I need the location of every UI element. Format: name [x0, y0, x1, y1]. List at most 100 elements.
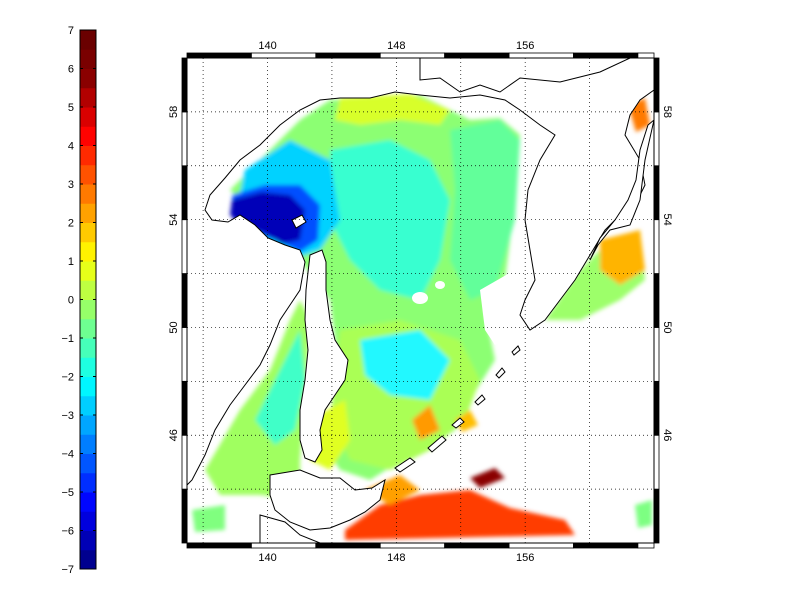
frame-segment [181, 380, 188, 436]
frame-segment [653, 111, 660, 167]
colorbar-block [80, 107, 96, 127]
colorbar-block [80, 203, 96, 223]
land-kuril-4 [474, 394, 486, 406]
colorbar-block [80, 299, 96, 320]
frame-segment [181, 111, 188, 167]
frame-segment [444, 542, 510, 549]
land-kuril-6 [511, 345, 521, 356]
colorbar-label: 4 [68, 141, 74, 153]
left-latitude-label: 50 [168, 321, 180, 333]
frame-segment [251, 542, 317, 549]
frame-segment [181, 434, 188, 490]
frame-segment [653, 327, 660, 382]
land-asia-mainland [187, 58, 654, 486]
left-latitude-label: 54 [168, 214, 180, 226]
frame-segment [251, 52, 317, 59]
anomaly-region-pacific-hot [345, 490, 575, 540]
land-sakhalin [299, 249, 349, 463]
colorbar-label: −4 [61, 449, 74, 461]
frame-segment [181, 219, 188, 274]
frame-segment [637, 52, 655, 59]
colorbar-block [80, 376, 96, 397]
colorbar-block [80, 511, 96, 531]
colorbar-block [80, 184, 96, 204]
frame-segment [315, 542, 381, 549]
frame-segment [379, 52, 446, 59]
map-frame [181, 52, 660, 549]
frame-segment [315, 52, 381, 59]
anomaly-region-east-green [450, 120, 520, 300]
map-tick-labels: 140 140 148 148 156 156 46 46 50 50 54 54 58 58 [168, 40, 673, 564]
frame-segment [637, 542, 655, 549]
colorbar-block [80, 434, 96, 454]
anomaly-region-south-cyan [360, 330, 450, 400]
colorbar-block [80, 530, 96, 551]
colorbar-block [80, 222, 96, 243]
frame-segment [181, 327, 188, 382]
anomaly-region-japan-sea-cyan [255, 330, 305, 445]
land-kuril-2 [427, 435, 447, 453]
frame-segment [573, 52, 639, 59]
frame-segment [508, 542, 574, 549]
colorbar-block [80, 453, 96, 474]
colorbar-label: −1 [61, 333, 74, 345]
colorbar-block [80, 492, 96, 512]
data-field [187, 58, 654, 543]
graticule [187, 58, 654, 543]
colorbar-block [80, 241, 96, 262]
colorbar-ticks: 7 6 5 4 3 2 1 0 −1 −2 −3 −4 −5 −6 −7 [61, 25, 96, 576]
frame-segment [181, 273, 188, 328]
land-shantar [291, 214, 307, 229]
colorbar-label: 1 [68, 256, 74, 268]
bottom-longitude-label: 148 [387, 552, 405, 564]
anomaly-region-kamchatka-orange [600, 230, 645, 285]
colorbar-block [80, 280, 96, 300]
land [187, 58, 654, 543]
colorbar-block [80, 261, 96, 281]
top-longitude-label: 148 [387, 40, 405, 52]
frame-segment [653, 219, 660, 274]
colorbar-block [80, 395, 96, 416]
colorbar-block [80, 472, 96, 493]
colorbar-block [80, 145, 96, 166]
frame-segment [653, 165, 660, 221]
colorbar-block [80, 357, 96, 377]
left-latitude-label: 46 [168, 429, 180, 441]
frame-segment [379, 542, 446, 549]
land-honshu [259, 514, 321, 543]
land-kuril-5 [495, 367, 506, 379]
frame-segment [181, 57, 188, 113]
frame-segment [653, 273, 660, 328]
frame-segment [508, 52, 574, 59]
colorbar-label: 3 [68, 179, 74, 191]
colorbar-block [80, 68, 96, 89]
anomaly-region-north-yellow [335, 94, 450, 125]
map-panel: 140 140 148 148 156 156 46 46 50 50 54 54 58 58 [168, 40, 673, 564]
frame-segment [181, 165, 188, 221]
land-kamchatka [589, 119, 654, 261]
colorbar-label: −5 [61, 487, 74, 499]
anomaly-region-central-cyan [330, 140, 450, 300]
anomaly-region-pacific-darkred [470, 468, 505, 488]
colorbar-label: 7 [68, 25, 74, 37]
colorbar: 7 6 5 4 3 2 1 0 −1 −2 −3 −4 −5 −6 −7 [61, 25, 97, 576]
bottom-longitude-label: 156 [516, 552, 534, 564]
top-longitude-label: 140 [258, 40, 276, 52]
anomaly-region-japan-sea [205, 300, 310, 500]
frame-segment [186, 52, 252, 59]
colorbar-block [80, 30, 96, 50]
anomaly-region-kuril-orange [412, 405, 440, 440]
frame-segment [186, 542, 252, 549]
colorbar-block [80, 415, 96, 435]
colorbar-block [80, 126, 96, 146]
anomaly-region-sw-corner [192, 505, 225, 532]
frame-segment [653, 434, 660, 490]
right-latitude-label: 50 [661, 321, 673, 333]
no-data-holes [412, 270, 525, 345]
left-latitude-label: 58 [168, 106, 180, 118]
colorbar-block [80, 549, 96, 570]
colorbar-block [80, 318, 96, 339]
anomaly-region-east-edge [635, 500, 652, 528]
colorbar-block [80, 87, 96, 108]
colorbar-blocks [80, 30, 96, 570]
